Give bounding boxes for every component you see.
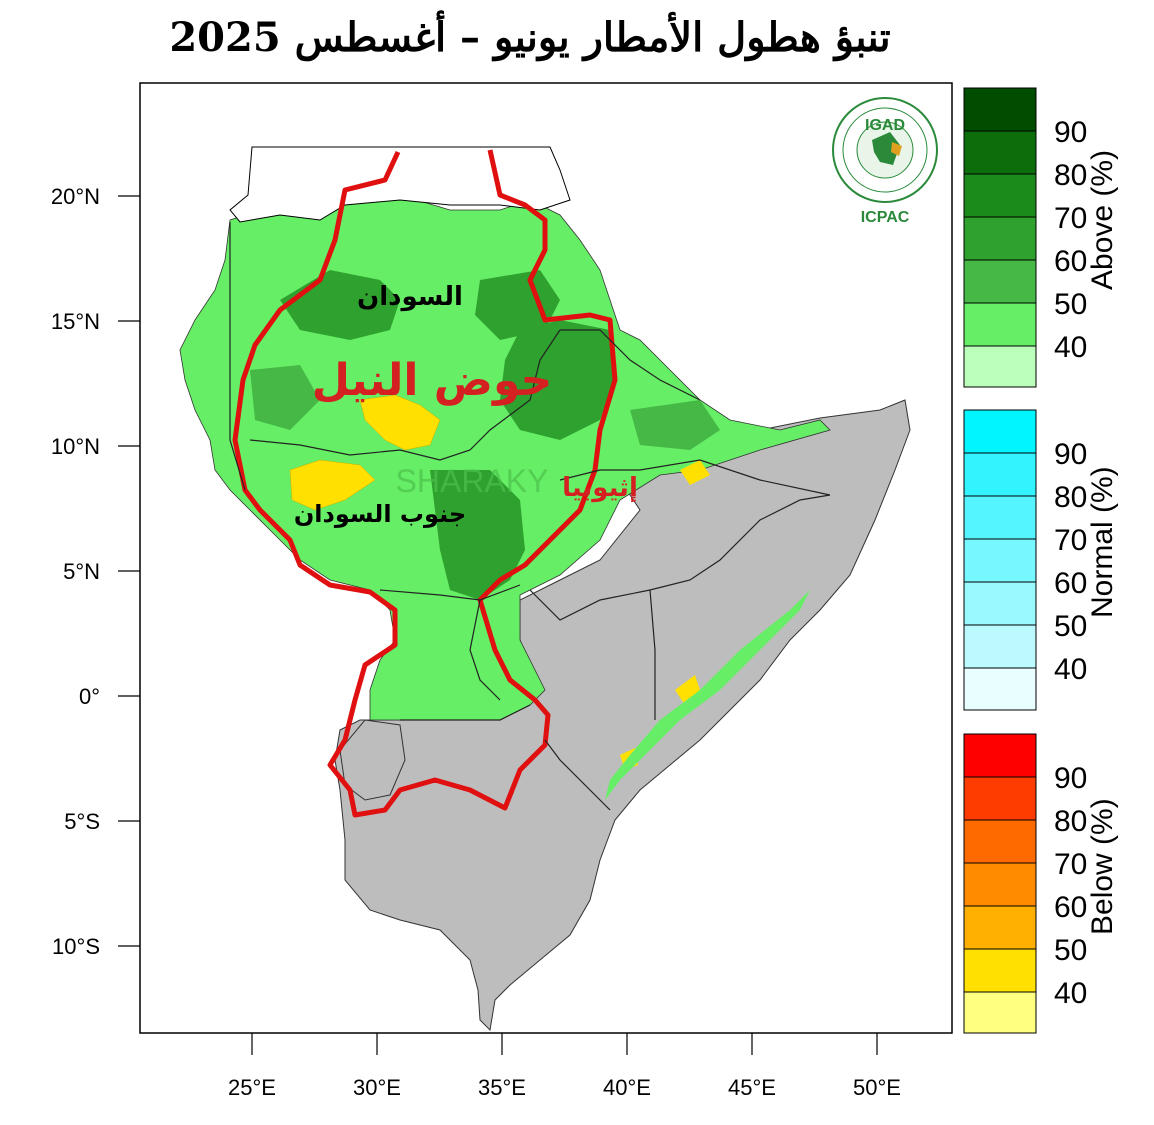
legend-level: 80	[1054, 481, 1087, 514]
legend-below	[963, 733, 1037, 1034]
below-normal-patch	[289, 459, 376, 511]
legend-level: 60	[1054, 245, 1087, 278]
legend-above	[963, 87, 1037, 388]
legend-level: 40	[1054, 331, 1087, 364]
lake-victoria	[339, 719, 406, 801]
lat-tick-label: 15°N	[51, 309, 100, 334]
lon-tick-label: 25°E	[228, 1075, 276, 1100]
legend-level: 50	[1054, 934, 1087, 967]
legend-title-above: Above (%)	[1086, 150, 1119, 290]
no-forecast-area	[229, 146, 571, 223]
ethiopia-label: إثيوبيا	[562, 473, 638, 503]
longitude-axis	[251, 1033, 878, 1055]
lat-tick-label: 5°S	[64, 809, 100, 834]
above-normal-coastal-strip	[605, 590, 810, 800]
lon-tick-label: 35°E	[478, 1075, 526, 1100]
legend-level: 40	[1054, 977, 1087, 1010]
lat-tick-label: 20°N	[51, 184, 100, 209]
country-borders	[229, 222, 831, 811]
south-sudan-label: جنوب السودان	[294, 500, 466, 528]
legend-title-normal: Normal (%)	[1086, 466, 1119, 618]
legend-level: 70	[1054, 848, 1087, 881]
lat-tick-label: 10°S	[52, 934, 100, 959]
below-normal-patch	[675, 675, 700, 705]
lon-tick-label: 30°E	[353, 1075, 401, 1100]
nile-basin-label: حوض النيل	[312, 355, 553, 406]
above-normal-dark-patch	[630, 400, 720, 450]
legend-level: 60	[1054, 891, 1087, 924]
above-normal-dark-patch	[430, 470, 525, 600]
igad-icpac-logo: IGAD ICPAC	[832, 97, 938, 226]
watermark: SHARAKY	[396, 463, 549, 499]
lat-tick-label: 5°N	[63, 559, 100, 584]
logo-igad-text: IGAD	[865, 117, 905, 134]
legend-level: 90	[1054, 438, 1087, 471]
nile-basin-outline	[232, 149, 618, 818]
legend-level: 70	[1054, 524, 1087, 557]
sudan-label: السودان	[357, 282, 463, 312]
legend-level: 50	[1054, 610, 1087, 643]
lon-tick-label: 40°E	[603, 1075, 651, 1100]
legend-level: 90	[1054, 762, 1087, 795]
legend-title-below: Below (%)	[1086, 798, 1119, 935]
lon-tick-label: 50°E	[853, 1075, 901, 1100]
map-title: تنبؤ هطول الأمطار يونيو – أغسطس 2025	[169, 14, 891, 61]
below-normal-patch	[680, 460, 710, 485]
above-normal-dark-patch	[250, 365, 320, 430]
below-normal-patch	[359, 394, 441, 451]
legend-normal	[963, 409, 1037, 711]
lat-tick-label: 10°N	[51, 434, 100, 459]
logo-icpac-text: ICPAC	[861, 209, 910, 226]
above-normal-dark-patch	[500, 320, 615, 440]
latitude-axis	[118, 195, 140, 947]
lon-tick-label: 45°E	[728, 1075, 776, 1100]
legend-level: 90	[1054, 116, 1087, 149]
above-normal-dark-patch	[475, 270, 560, 340]
lat-tick-label: 0°	[79, 684, 100, 709]
legend-level: 50	[1054, 288, 1087, 321]
legend-level: 40	[1054, 653, 1087, 686]
legend-level: 80	[1054, 159, 1087, 192]
legend-level: 80	[1054, 805, 1087, 838]
legend-level: 70	[1054, 202, 1087, 235]
legend-level: 60	[1054, 567, 1087, 600]
